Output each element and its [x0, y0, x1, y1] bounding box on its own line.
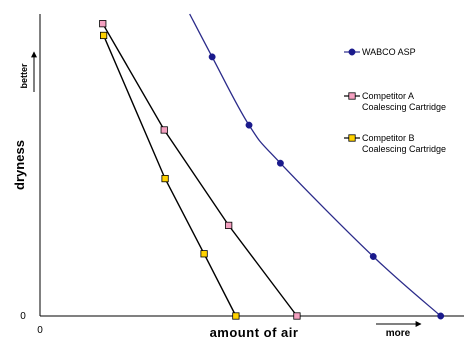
data-point-competitor-a-3: [225, 221, 233, 229]
legend-label-competitor-b-line-2: Coalescing Cartridge: [362, 144, 446, 154]
series-competitor-a: [99, 20, 301, 320]
series-line-wabco-asp: [189, 13, 442, 317]
legend-marker-wabco-asp: [348, 48, 356, 56]
legend-label-wabco-asp: WABCO ASP: [362, 47, 416, 57]
plot-area: [99, 13, 445, 320]
series-competitor-b: [100, 31, 240, 320]
x-direction-label: more: [386, 328, 411, 339]
data-point-competitor-a-1: [99, 20, 107, 28]
data-point-competitor-a-4: [293, 312, 301, 320]
data-point-competitor-b-1: [100, 31, 108, 40]
y-axis-title: dryness: [12, 140, 27, 190]
data-point-competitor-b-3: [200, 250, 208, 258]
legend-marker-competitor-b: [348, 134, 356, 142]
legend-marker-competitor-a: [348, 92, 356, 100]
data-point-competitor-a-2: [160, 126, 168, 134]
legend-label-competitor-b: Competitor B: [362, 133, 415, 143]
y-origin-label: 0: [20, 311, 26, 322]
legend-label-competitor-a-line-2: Coalescing Cartridge: [362, 102, 446, 112]
data-point-wabco-asp-5: [437, 312, 445, 320]
series-line-competitor-a: [102, 23, 298, 317]
x-origin-label: 0: [37, 325, 43, 336]
series-line-competitor-b: [102, 35, 237, 317]
data-point-wabco-asp-3: [276, 159, 284, 167]
legend-label-competitor-a: Competitor A: [362, 91, 414, 101]
series-wabco-asp: [189, 13, 445, 320]
data-point-competitor-b-4: [232, 312, 240, 320]
data-point-wabco-asp-2: [245, 121, 253, 129]
legend-item-wabco-asp: WABCO ASP: [344, 47, 416, 57]
data-point-competitor-b-2: [161, 174, 169, 183]
y-direction-label: better: [19, 63, 29, 89]
data-point-wabco-asp-4: [369, 253, 377, 260]
data-point-wabco-asp-1: [208, 53, 216, 61]
x-axis-title: amount of air: [210, 325, 299, 340]
